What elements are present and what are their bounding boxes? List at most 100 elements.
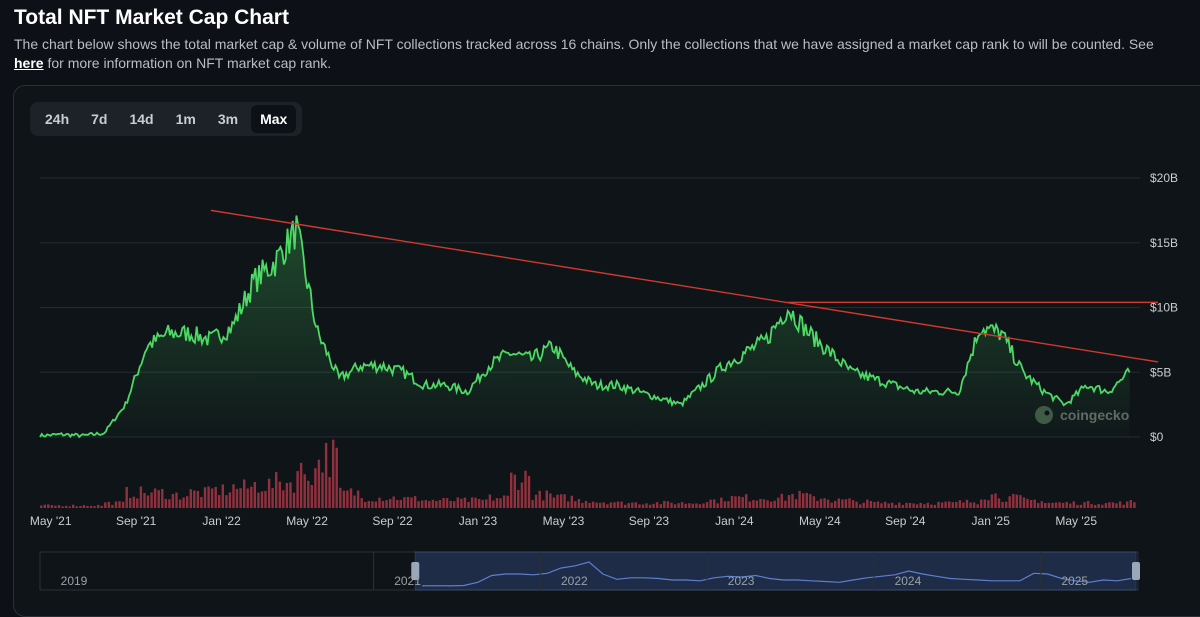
volume-bar <box>730 495 734 508</box>
volume-bar <box>549 493 552 508</box>
volume-bar <box>891 502 894 508</box>
tab-14d[interactable]: 14d <box>129 111 154 127</box>
x-tick-label: May '25 <box>1055 514 1097 528</box>
volume-bar <box>648 504 652 508</box>
volume-bar <box>72 504 75 508</box>
volume-bar <box>264 491 267 508</box>
volume-bar <box>207 486 210 508</box>
volume-bar <box>250 486 253 508</box>
x-tick-label: Jan '24 <box>715 514 754 528</box>
volume-bar <box>364 502 367 508</box>
volume-bar <box>417 501 420 508</box>
volume-bar <box>688 503 691 508</box>
volume-bar <box>1019 495 1022 508</box>
volume-bar <box>965 499 969 508</box>
navigator-handle-left[interactable] <box>411 562 420 580</box>
volume-bar <box>794 499 798 508</box>
volume-bar <box>54 505 57 508</box>
volume-bar <box>955 501 958 508</box>
volume-bar <box>1012 493 1015 508</box>
volume-bar <box>339 487 342 508</box>
volume-bar <box>851 500 855 508</box>
volume-bar <box>132 496 135 508</box>
volume-bar <box>595 502 598 508</box>
volume-bar <box>809 494 812 508</box>
volume-bar <box>1069 503 1072 508</box>
volume-bar <box>527 475 531 508</box>
volume-bar <box>186 496 189 508</box>
volume-bar <box>1079 504 1083 508</box>
volume-bar <box>538 490 541 508</box>
x-tick-label: Sep '24 <box>885 514 926 528</box>
volume-bar <box>424 500 427 508</box>
volume-bar <box>349 488 353 508</box>
volume-bar <box>631 502 634 508</box>
volume-bar <box>577 499 581 508</box>
volume-bar <box>567 501 570 508</box>
volume-bar <box>656 502 659 508</box>
volume-bar <box>545 490 548 508</box>
volume-bar <box>153 488 157 508</box>
tab-1m[interactable]: 1m <box>175 111 196 127</box>
x-tick-label: May '23 <box>543 514 585 528</box>
description-text: The chart below shows the total market c… <box>14 36 1154 52</box>
navigator-handle-right[interactable] <box>1132 562 1140 580</box>
volume-bar <box>502 495 506 508</box>
x-tick-label: Jan '25 <box>972 514 1011 528</box>
volume-bar <box>940 502 944 508</box>
volume-bar <box>673 504 677 508</box>
volume-bar <box>972 502 976 508</box>
volume-bar <box>307 480 310 508</box>
page-title: Total NFT Market Cap Chart <box>14 6 289 29</box>
volume-bar <box>125 487 128 508</box>
rank-info-link[interactable]: here <box>14 55 44 71</box>
tab-max[interactable]: Max <box>251 105 297 133</box>
page-description: The chart below shows the total market c… <box>14 35 1184 73</box>
volume-bar <box>552 497 556 508</box>
volume-bar <box>64 505 68 508</box>
tab-24h[interactable]: 24h <box>45 111 70 127</box>
volume-bar <box>645 503 648 508</box>
volume-bar <box>453 501 456 508</box>
volume-bar <box>627 503 630 508</box>
volume-bar <box>777 497 780 508</box>
volume-bar <box>1072 501 1075 508</box>
volume-bar <box>129 498 132 508</box>
volume-bar <box>812 496 816 508</box>
volume-bar <box>556 494 559 508</box>
volume-bar <box>770 501 773 508</box>
market-cap-chart[interactable]: $0$5B$10B$15B$20B May '21 Sep '21 Jan '22 M… <box>0 0 1200 600</box>
volume-bar <box>1111 502 1115 508</box>
y-tick-label: $15B <box>1150 236 1178 250</box>
x-tick-label: May '24 <box>799 514 841 528</box>
volume-bar <box>1108 502 1111 508</box>
volume-bar <box>923 504 926 508</box>
volume-bar <box>175 492 178 508</box>
range-navigator: 2019 2021 2022 2023 2024 2025 <box>39 551 1140 591</box>
volume-bar <box>1054 502 1058 508</box>
description-tail: for more information on NFT market cap r… <box>47 55 332 71</box>
volume-bar <box>1033 499 1036 508</box>
tab-7d[interactable]: 7d <box>91 111 108 127</box>
volume-bar <box>602 502 605 508</box>
volume-bar <box>894 504 897 508</box>
volume-bar <box>581 502 584 508</box>
volume-bar <box>1076 504 1079 508</box>
market-cap-line <box>39 215 1131 439</box>
volume-bar <box>727 501 730 508</box>
volume-bar <box>599 502 602 508</box>
volume-bar <box>68 506 71 508</box>
volume-bar <box>203 487 207 508</box>
volume-bar <box>485 499 488 508</box>
volume-bar <box>79 506 82 508</box>
volume-bar <box>1037 503 1040 508</box>
volume-bar <box>1101 504 1104 508</box>
tab-3m[interactable]: 3m <box>217 111 239 127</box>
volume-bar <box>844 499 848 508</box>
volume-bar <box>926 502 929 508</box>
volume-bar <box>143 493 146 508</box>
volume-bar <box>762 499 766 508</box>
volume-bar <box>873 501 876 508</box>
volume-bar <box>859 504 862 508</box>
volume-bar <box>506 495 509 508</box>
